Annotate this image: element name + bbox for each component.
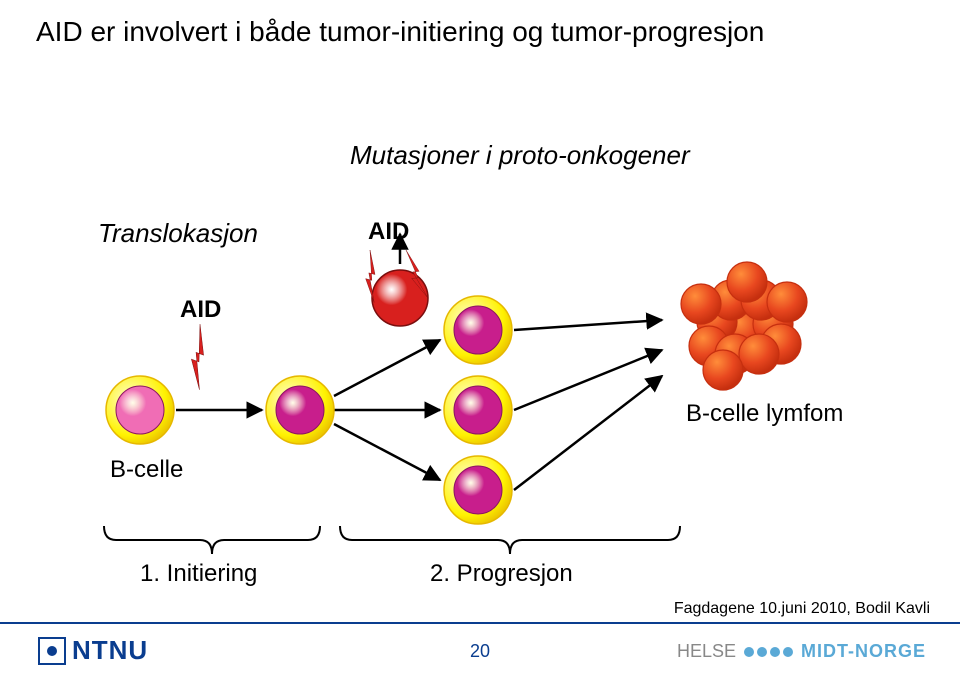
label-aid-left: AID xyxy=(180,296,221,324)
label-progresjon: 2. Progresjon xyxy=(430,560,573,588)
page-number: 20 xyxy=(470,641,490,662)
ntnu-icon xyxy=(38,637,66,665)
label-bcelle: B-celle xyxy=(110,456,183,484)
slide-title: AID er involvert i både tumor-initiering… xyxy=(36,16,764,48)
credit-text: Fagdagene 10.juni 2010, Bodil Kavli xyxy=(674,600,930,618)
helse-logo: HELSE MIDT-NORGE xyxy=(677,641,926,662)
label-aid-top: AID xyxy=(368,218,409,246)
helse-text-2: MIDT-NORGE xyxy=(801,641,926,662)
footer: NTNU 20 HELSE MIDT-NORGE xyxy=(0,624,960,678)
label-lymfom: B-celle lymfom xyxy=(686,400,843,428)
label-translokasjon: Translokasjon xyxy=(98,218,258,249)
slide-subtitle: Mutasjoner i proto-onkogener xyxy=(350,140,690,171)
ntnu-logo: NTNU xyxy=(38,635,148,666)
label-initiering: 1. Initiering xyxy=(140,560,257,588)
ntnu-text: NTNU xyxy=(72,635,148,666)
helse-text-1: HELSE xyxy=(677,641,736,662)
helse-dots-icon xyxy=(744,647,793,657)
slide: { "title": {"text":"AID er involvert i b… xyxy=(0,0,960,678)
